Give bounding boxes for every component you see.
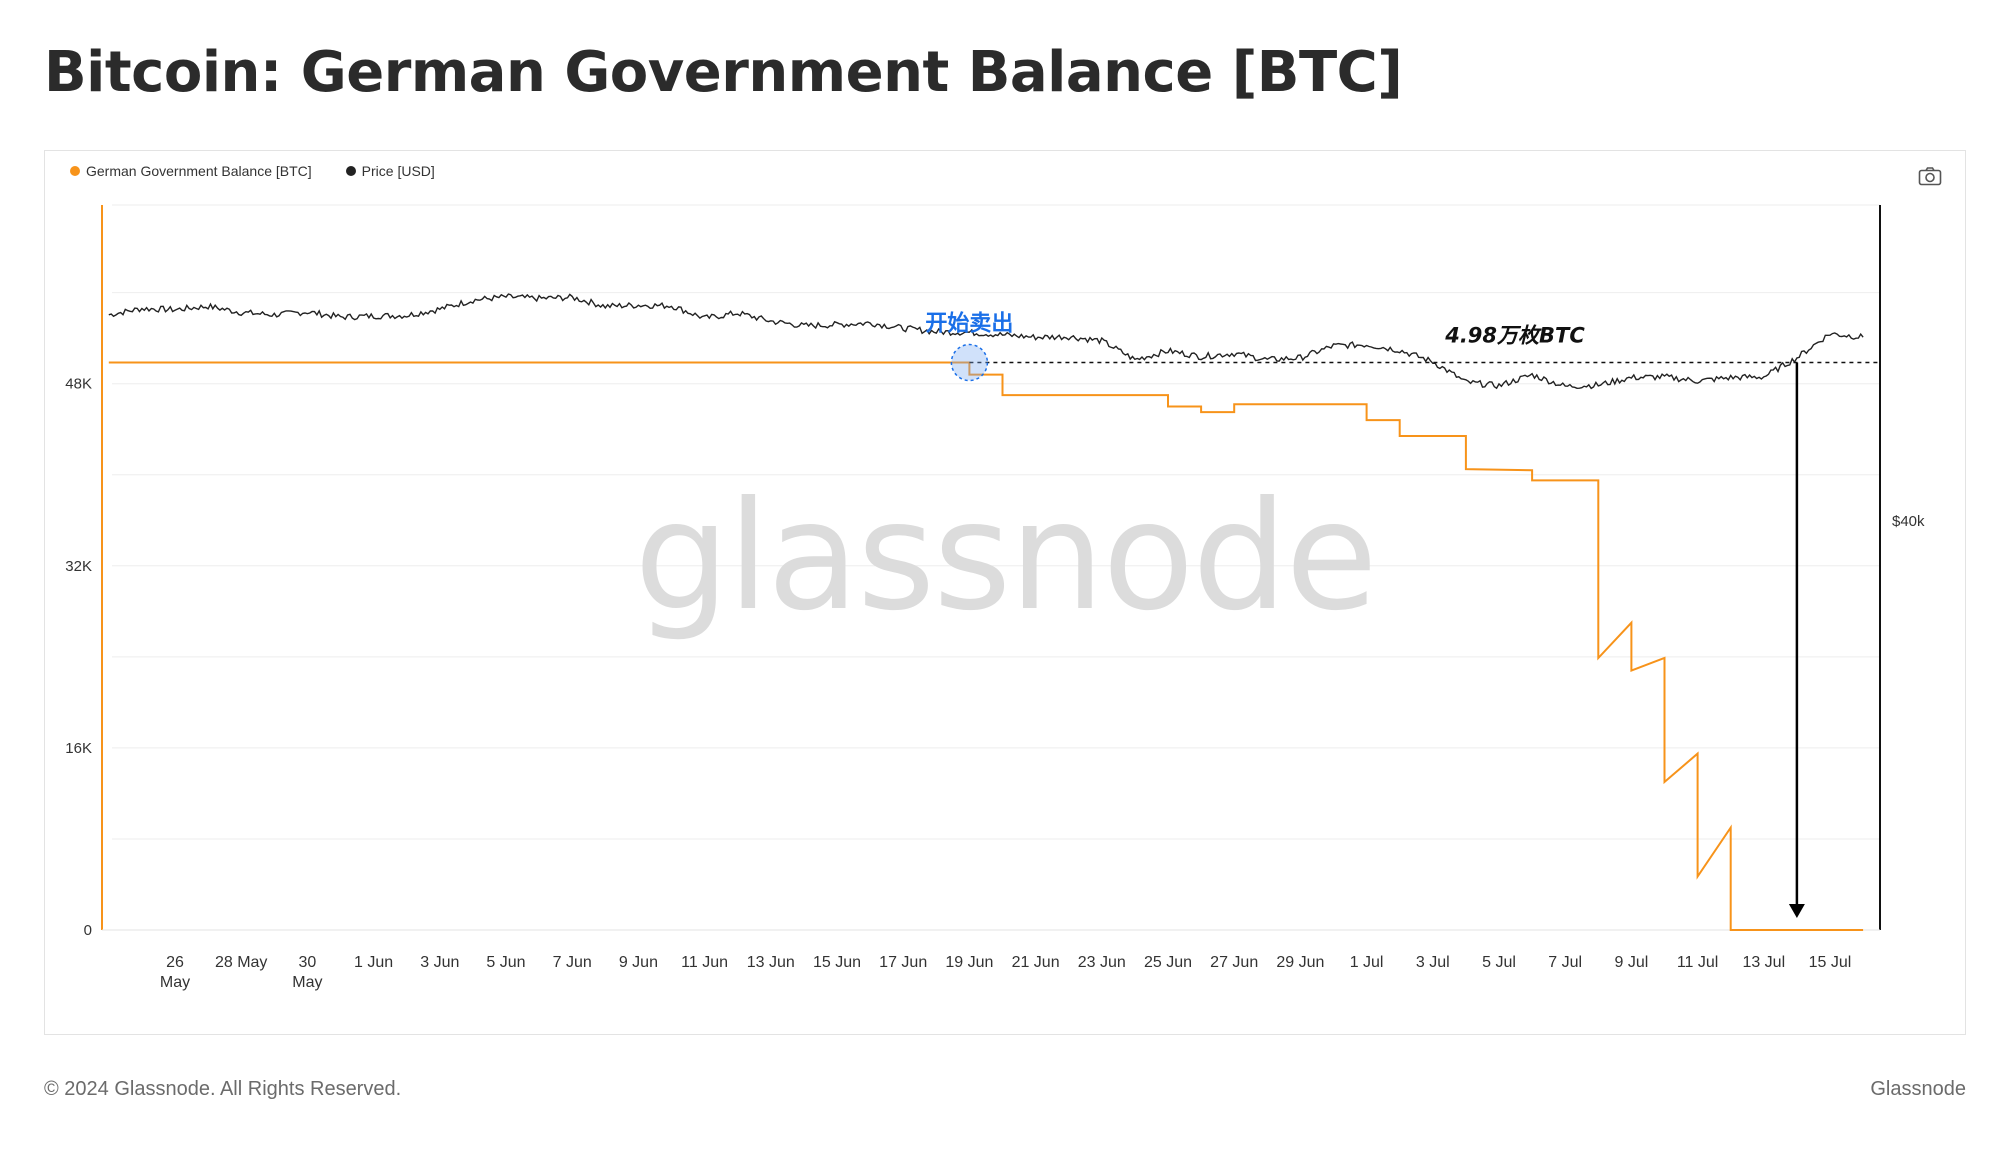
x-tick-label: 17 Jun [879,954,927,971]
annotation-amount: 4.98万枚BTC [1444,324,1585,348]
y-tick-label-left: 48K [65,376,92,393]
footer-brand[interactable]: Glassnode [1870,1078,1966,1100]
sell-start-marker [950,343,989,382]
x-tick-label: 29 Jun [1276,954,1324,971]
page-title: Bitcoin: German Government Balance [BTC] [44,40,1403,105]
x-tick-label: 27 Jun [1210,954,1258,971]
footer-copyright: © 2024 Glassnode. All Rights Reserved. [44,1078,402,1100]
x-tick-label: 26 May [160,954,190,991]
x-tick-label: 15 Jun [813,954,861,971]
balance-line [108,361,1864,931]
x-tick-label: 11 Jul [1677,954,1719,971]
x-tick-label: 1 Jul [1350,954,1384,971]
y-tick-label-left: 0 [84,922,92,939]
y-tick-label-right: $40k [1892,513,1925,530]
x-tick-label: 21 Jun [1012,954,1060,971]
x-tick-label: 28 May [215,954,267,971]
x-tick-label: 13 Jul [1742,954,1785,971]
legend: German Government Balance [BTC] Price [U… [70,163,435,179]
legend-label-balance: German Government Balance [BTC] [86,163,312,179]
watermark: glassnode [634,470,1375,644]
price-line [108,293,1864,390]
x-tick-label: 5 Jun [486,954,525,971]
x-tick-label: 3 Jul [1416,954,1450,971]
legend-label-price: Price [USD] [361,163,435,179]
legend-item-price[interactable]: Price [USD] [345,163,435,179]
x-tick-label: 25 Jun [1144,954,1192,971]
legend-dot-balance [70,166,80,176]
x-tick-label: 11 Jun [681,954,728,971]
x-tick-label: 9 Jul [1615,954,1649,971]
annotation-sell-start: 开始卖出 [925,311,1013,337]
drop-arrow-head [1788,904,1805,918]
x-tick-label: 7 Jun [553,954,592,971]
x-tick-label: 13 Jun [747,954,795,971]
y-tick-label-left: 32K [65,558,92,575]
legend-dot-price [345,166,356,176]
x-tick-label: 15 Jul [1809,954,1852,971]
x-tick-label: 5 Jul [1482,954,1516,971]
x-tick-label: 9 Jun [619,954,658,971]
legend-item-balance[interactable]: German Government Balance [BTC] [70,163,312,179]
camera-icon[interactable] [1918,166,1942,186]
x-tick-label: 23 Jun [1078,954,1126,971]
x-tick-label: 30 May [292,954,322,991]
y-tick-label-left: 16K [65,740,92,757]
chart-frame [44,150,1966,1035]
x-tick-label: 1 Jun [354,954,393,971]
x-tick-label: 19 Jun [945,954,993,971]
x-tick-label: 3 Jun [420,954,459,971]
x-tick-label: 7 Jul [1548,954,1582,971]
